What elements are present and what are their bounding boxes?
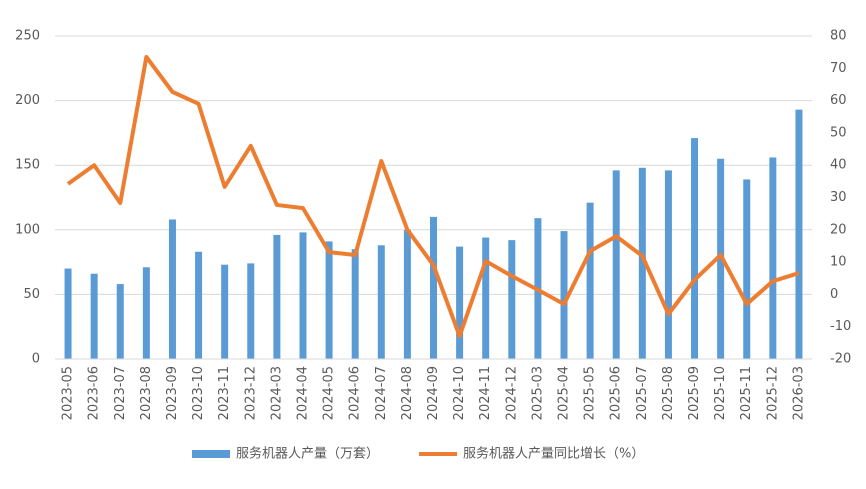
y-tick-label: 100: [15, 222, 40, 237]
bar: [168, 219, 176, 359]
bar: [560, 231, 568, 359]
bar: [299, 232, 307, 359]
x-tick-label: 2024-06: [348, 366, 363, 420]
legend-label: 服务机器人产量（万套）: [236, 446, 379, 462]
legend-swatch: [192, 450, 230, 458]
bar: [221, 264, 229, 359]
bar: [351, 249, 359, 359]
x-tick-label: 2024-08: [400, 366, 415, 420]
x-tick-label: 2025-04: [557, 366, 572, 420]
y2-tick-label: 30: [830, 190, 847, 205]
bar: [90, 273, 98, 359]
y-tick-label: 250: [15, 29, 40, 44]
x-tick-label: 2025-06: [609, 366, 624, 420]
y-tick-label: 150: [15, 158, 40, 173]
x-tick-label: 2024-11: [478, 366, 493, 420]
bar: [377, 245, 385, 359]
x-tick-label: 2025-09: [687, 366, 702, 420]
x-tick-label: 2023-10: [191, 366, 206, 420]
y2-tick-label: 10: [830, 255, 847, 270]
x-tick-label: 2023-12: [243, 366, 258, 420]
y2-tick-label: 40: [830, 158, 847, 173]
x-tick-label: 2023-05: [61, 366, 76, 420]
bar: [691, 138, 699, 359]
x-tick-label: 2023-07: [113, 366, 128, 420]
line: [66, 54, 800, 339]
x-tick-label: 2024-05: [322, 366, 337, 420]
bar: [116, 284, 124, 359]
x-tick-label: 2025-08: [661, 366, 676, 420]
x-tick-label: 2025-11: [739, 366, 754, 420]
y2-tick-label: -10: [830, 319, 851, 334]
bar: [638, 167, 646, 359]
x-tick-label: 2025-10: [713, 366, 728, 420]
y2-tick-label: 0: [830, 287, 838, 302]
bar: [430, 216, 437, 359]
x-tick-label: 2025-07: [635, 366, 650, 420]
bar: [769, 157, 777, 359]
bar: [664, 170, 672, 359]
x-tick-label: 2024-12: [504, 366, 519, 420]
bar: [273, 234, 281, 359]
y2-tick-label: 80: [830, 29, 847, 44]
y2-tick-label: 50: [830, 125, 847, 140]
bar: [195, 251, 203, 359]
bar: [482, 237, 490, 359]
y-tick-label: 50: [23, 287, 40, 302]
bar: [586, 202, 594, 359]
y2-tick-label: 60: [830, 93, 847, 108]
x-tick-label: 2025-03: [530, 366, 545, 420]
bar: [403, 229, 411, 359]
legend-label: 服务机器人产量同比增长（%）: [463, 446, 644, 462]
x-tick-label: 2024-07: [374, 366, 389, 420]
x-tick-label: 2023-09: [165, 366, 180, 420]
x-tick-label: 2024-03: [269, 366, 284, 420]
x-tick-label: 2023-06: [87, 366, 102, 420]
bar: [247, 263, 255, 359]
y2-tick-label: 20: [830, 222, 847, 237]
x-tick-label: 2024-04: [295, 366, 310, 420]
x-tick-label: 2024-09: [426, 366, 441, 420]
x-tick-label: 2026-03: [791, 366, 806, 420]
bar: [508, 240, 516, 359]
bar: [795, 109, 803, 359]
x-tick-label: 2025-05: [583, 366, 598, 420]
x-tick-label: 2025-12: [765, 366, 780, 420]
bar: [612, 170, 620, 359]
x-tick-label: 2023-11: [217, 366, 232, 420]
y2-tick-label: -20: [830, 352, 851, 367]
x-tick-label: 2024-10: [452, 366, 467, 420]
bar: [142, 267, 150, 359]
bar: [64, 268, 72, 359]
y2-tick-label: 70: [830, 61, 847, 76]
x-tick-label: 2023-08: [139, 366, 154, 420]
y-tick-label: 200: [15, 93, 40, 108]
bar: [456, 246, 464, 359]
bar: [743, 179, 751, 359]
bar: [325, 241, 333, 359]
y-tick-label: 0: [32, 352, 40, 367]
